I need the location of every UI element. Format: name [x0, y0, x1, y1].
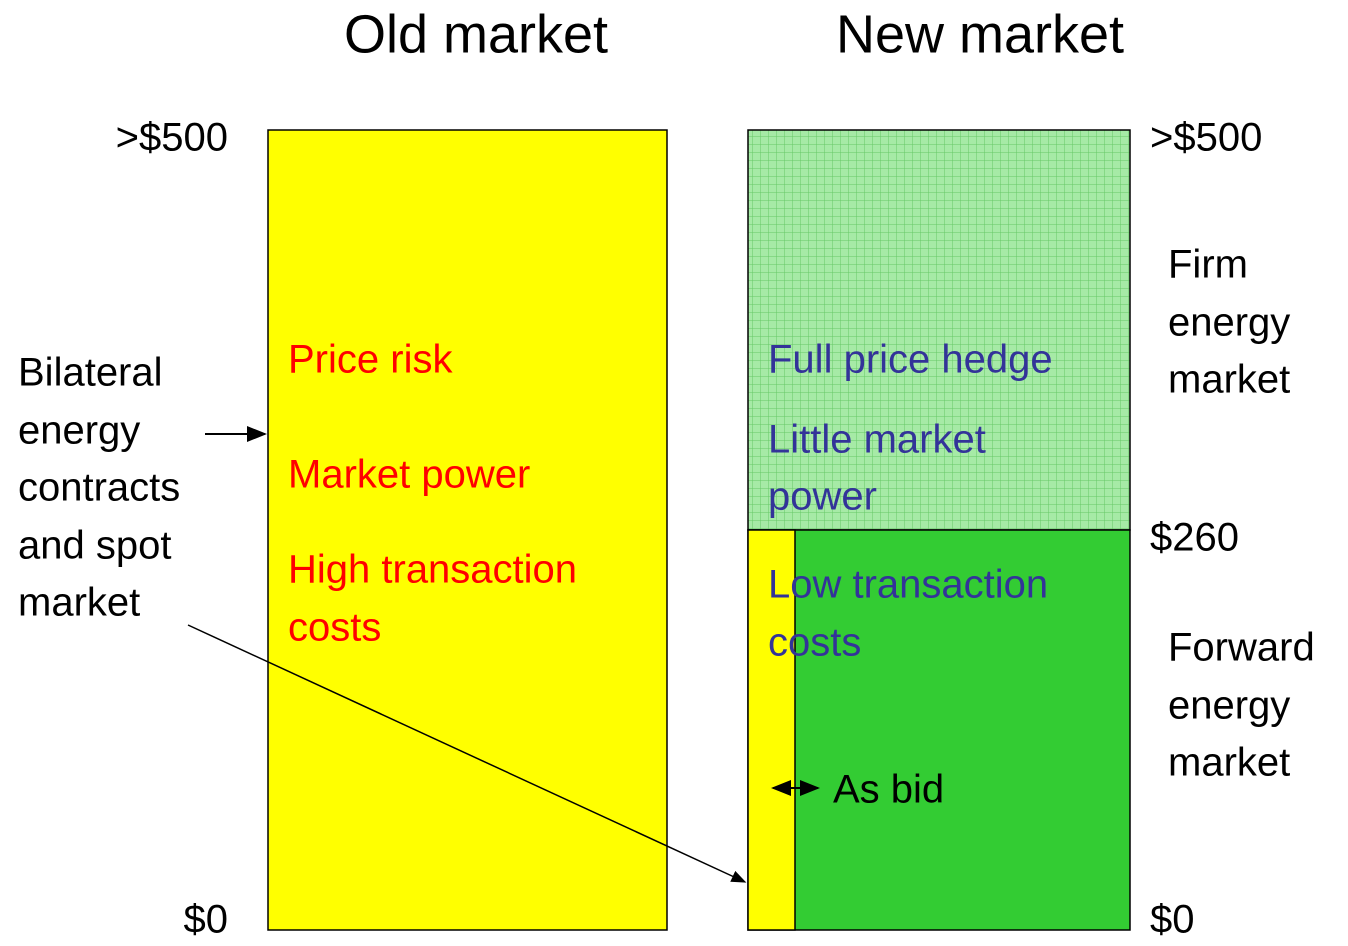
bilateral-label: Bilateral energy contracts and spot market	[18, 351, 180, 625]
arrow	[187, 624, 747, 883]
text-line: Firm	[1168, 243, 1248, 287]
text-line: contracts	[18, 466, 180, 510]
text-line: costs	[288, 606, 381, 650]
as-bid-label: As bid	[833, 768, 944, 812]
old-top: >$500	[116, 116, 228, 160]
forward-label: Forward energy market	[1168, 626, 1315, 785]
text-line: energy	[1168, 684, 1290, 728]
text-line: Market power	[288, 453, 530, 497]
firm-box	[747, 129, 1131, 531]
text-line: market	[1168, 358, 1290, 402]
text-line: Full price hedge	[768, 338, 1053, 382]
text-line: Forward	[1168, 626, 1315, 670]
text-line: market	[1168, 741, 1290, 785]
new-bottom: $0	[1150, 898, 1195, 942]
text-line: Bilateral	[18, 351, 163, 395]
old-box	[267, 129, 668, 931]
new-top: >$500	[1150, 116, 1262, 160]
as-bid-strip	[747, 529, 796, 931]
firm-label: Firm energy market	[1168, 243, 1290, 402]
old-bottom: $0	[184, 898, 229, 942]
text-line: and spot	[18, 524, 171, 568]
new-middle: $260	[1150, 516, 1239, 560]
old-box-text: Price risk Market power High transaction co…	[288, 338, 577, 650]
text-line: costs	[768, 621, 861, 665]
text-line: Little market	[768, 418, 986, 462]
text-line: Price risk	[288, 338, 453, 382]
text-line: energy	[1168, 301, 1290, 345]
forward-box	[747, 529, 1131, 931]
new-box-text: Full price hedge Little market power Low tr…	[768, 338, 1053, 665]
text-line: Low transaction	[768, 563, 1048, 607]
text-line: High transaction	[288, 548, 577, 592]
title-old: Old market	[344, 4, 608, 64]
text-line: power	[768, 475, 877, 519]
text-line: energy	[18, 409, 140, 453]
title-new: New market	[836, 4, 1124, 64]
text-line: market	[18, 581, 140, 625]
